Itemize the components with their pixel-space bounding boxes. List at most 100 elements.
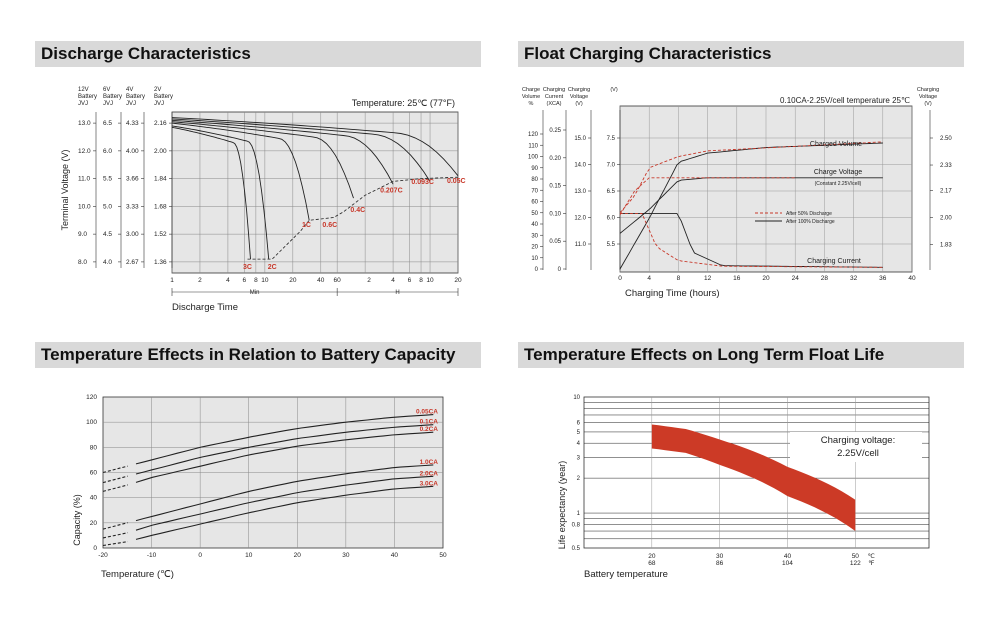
axis-tick-label: 110 (528, 143, 538, 149)
y-tick-label: 5 (577, 430, 581, 436)
axis-tick-label: 14.0 (574, 163, 586, 169)
x-tick-label: 8 (677, 275, 681, 282)
capacity-curve-dashed-1.0CA (102, 522, 128, 530)
x-tick-label: 10 (245, 552, 253, 559)
y-tick-label: 0.8 (572, 522, 581, 528)
y-tick-label: 1 (577, 511, 581, 517)
x-tick-label: 2 (198, 277, 202, 284)
axis-header: Current (545, 94, 564, 100)
axis-tick-label: 20 (531, 245, 538, 251)
charging-voltage-annotation-2: 2.25V/cell (837, 448, 879, 459)
series-label-0.2CA: 0.2CA (420, 426, 439, 433)
curve-label-charge-voltage: Charge Voltage (814, 169, 862, 176)
axis-tick-label: 60 (531, 200, 538, 206)
x-tick-label: 40 (908, 275, 916, 282)
axis-tick-label: 0 (535, 267, 539, 273)
x-tick-label: 6 (242, 277, 246, 284)
voltage-axis-header: Battery (103, 94, 122, 100)
axis-tick-label: 2.33 (940, 163, 952, 169)
axis-tick-label: 0.05 (549, 239, 561, 245)
x-tick-label: 8 (254, 277, 258, 284)
float-series-1 (619, 141, 883, 214)
discharge-curve-0.05C (171, 117, 459, 177)
x-tick-label: 1 (170, 277, 174, 284)
axis-tick-label: 0.15 (549, 184, 561, 190)
voltage-axis-header: JVJ (103, 101, 113, 107)
axis-tick-label: 0.20 (549, 156, 561, 162)
series-label-0.05CA: 0.05CA (416, 409, 438, 416)
voltage-axis-header: Battery (154, 94, 173, 100)
voltage-tick-label: 1.36 (154, 259, 167, 266)
rate-label-3C: 3C (243, 264, 252, 271)
x-tick-label: 40 (391, 552, 399, 559)
x-tick-label-f: 104 (782, 560, 793, 567)
y-tick-label: 0 (93, 545, 97, 552)
axis-tick-label: 5.5 (607, 242, 616, 248)
voltage-axis-header: Battery (126, 94, 145, 100)
x-tick-label: -20 (98, 552, 108, 559)
rate-label-2C: 2C (268, 264, 277, 271)
axis-tick-label: 2.00 (940, 216, 952, 222)
x-tick-label-f: 122 (850, 560, 861, 567)
float-series-5 (620, 212, 883, 268)
x-axis-label: Charging Time (hours) (625, 288, 720, 299)
x-tick-label: 20 (762, 275, 770, 282)
curve-label-charging-current: Charging Current (807, 258, 861, 265)
x-tick-label: 20 (454, 277, 462, 284)
capacity-curve-3.0CA (135, 485, 434, 540)
axis-tick-label: 0.10 (549, 211, 561, 217)
capacity-curve-1.0CA (135, 464, 434, 522)
axis-header: (XCA) (547, 101, 562, 107)
voltage-tick-label: 5.0 (103, 203, 112, 210)
series-label-2.0CA: 2.0CA (420, 470, 439, 477)
x-unit-c: ℃ (868, 553, 876, 560)
axis-tick-label: 6.0 (607, 216, 616, 222)
axis-tick-label: 0 (558, 267, 562, 273)
voltage-axis-header: 4V (126, 87, 133, 93)
x-tick-label: 0 (198, 552, 202, 559)
voltage-axis-header: 12V (78, 87, 89, 93)
x-axis-label: Temperature (℃) (101, 569, 174, 580)
x-tick-label: 4 (226, 277, 230, 284)
voltage-tick-label: 6.0 (103, 148, 112, 155)
x-tick-label: 36 (879, 275, 887, 282)
axis-header: (V) (924, 101, 932, 107)
voltage-axis-header: JVJ (154, 101, 164, 107)
float-series-2 (619, 177, 883, 234)
x-tick-label: 20 (294, 552, 302, 559)
x-tick-label: -10 (147, 552, 157, 559)
voltage-axis-header: 6V (103, 87, 110, 93)
final-voltage-line (247, 176, 459, 260)
x-tick-label: 8 (419, 277, 423, 284)
axis-tick-label: 30 (531, 233, 538, 239)
axis-header: Charging (543, 87, 565, 93)
y-tick-label: 3 (577, 456, 581, 462)
x-tick-label: 24 (792, 275, 800, 282)
axis-tick-label: 7.0 (607, 163, 616, 169)
voltage-tick-label: 3.33 (126, 203, 139, 210)
voltage-tick-label: 4.5 (103, 231, 112, 238)
voltage-tick-label: 12.0 (78, 148, 91, 155)
axis-header: Charging (917, 87, 939, 93)
voltage-axis-header: 2V (154, 87, 161, 93)
voltage-tick-label: 1.68 (154, 203, 167, 210)
series-label-1.0CA: 1.0CA (420, 459, 439, 466)
x-tick-label-f: 68 (648, 560, 656, 567)
y-tick-label: 10 (573, 395, 580, 401)
axis-tick-label: 50 (531, 211, 538, 217)
x-tick-label-f: 86 (716, 560, 724, 567)
capacity-curve-dashed-3.0CA (102, 541, 128, 547)
x-axis-label: Battery temperature (584, 569, 668, 580)
axis-tick-label: 0.25 (549, 128, 561, 134)
axis-tick-label: 10 (531, 256, 538, 262)
y-tick-label: 120 (86, 394, 97, 401)
float-series-0 (619, 142, 883, 270)
axis-header: Voltage (570, 94, 588, 100)
voltage-tick-label: 4.33 (126, 120, 139, 127)
x-tick-label: 10 (261, 277, 269, 284)
x-tick-label: 60 (334, 277, 342, 284)
x-tick-label: 50 (439, 552, 447, 559)
